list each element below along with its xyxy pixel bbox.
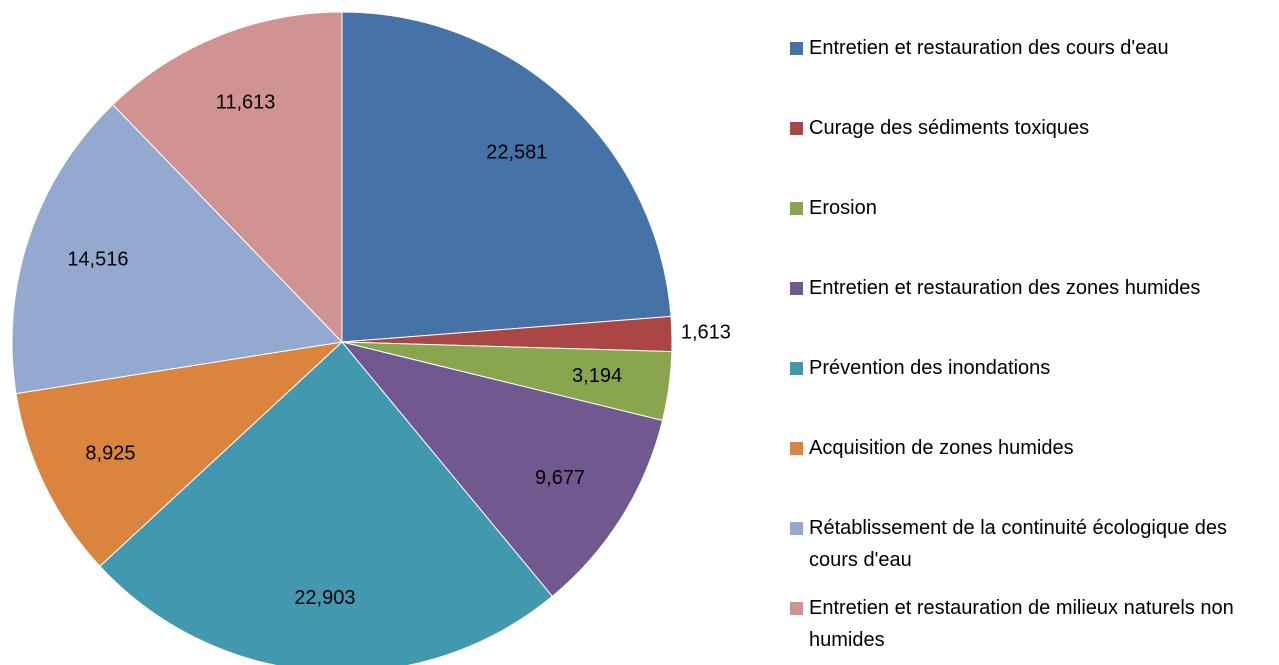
pie-area: 22,581 1,613 3,194 9,677 22,903 8,925 14,516 11… (11, 11, 731, 665)
data-label: 22,581 (486, 141, 547, 163)
legend-swatch (790, 442, 803, 455)
pie-slice (112, 11, 343, 344)
legend-label: Prévention des inondations (809, 357, 1051, 379)
pie-slice (11, 103, 344, 395)
legend-swatch (790, 42, 803, 55)
legend-swatch (790, 122, 803, 135)
pie-slice (340, 341, 664, 598)
legend-item: Entretien et restauration des cours d'ea… (790, 32, 1169, 64)
legend-item: Rétablissement de la continuité écologiq… (790, 512, 1275, 576)
legend-swatch (790, 362, 803, 375)
legend-item: Entretien et restauration des zones humi… (790, 272, 1200, 304)
legend-swatch (790, 282, 803, 295)
legend-label: Entretien et restauration des cours d'ea… (809, 37, 1169, 59)
data-label: 9,677 (535, 467, 585, 489)
data-label: 22,903 (294, 587, 355, 609)
pie-slice (15, 341, 344, 567)
legend-item: Entretien et restauration de milieux nat… (790, 592, 1275, 656)
legend-label: Rétablissement de la continuité écologiq… (809, 517, 1228, 571)
legend-item: Prévention des inondations (790, 352, 1050, 384)
legend-swatch (790, 202, 803, 215)
legend-label: Erosion (809, 197, 877, 219)
legend-item: Erosion (790, 192, 877, 224)
pie-slice (341, 11, 672, 343)
data-label: 8,925 (85, 443, 135, 465)
legend-swatch (790, 602, 803, 615)
legend-label: Curage des sédiments toxiques (809, 117, 1090, 139)
pie-slice (99, 341, 553, 665)
legend-label: Entretien et restauration de milieux nat… (809, 597, 1234, 651)
data-label: 11,613 (216, 92, 276, 114)
legend-item: Curage des sédiments toxiques (790, 112, 1089, 144)
data-label: 1,613 (681, 321, 731, 343)
data-label: 14,516 (67, 249, 128, 271)
legend-item: Acquisition de zones humides (790, 432, 1074, 464)
legend-label: Acquisition de zones humides (809, 437, 1074, 459)
legend-label: Entretien et restauration des zones humi… (809, 277, 1201, 299)
data-label: 3,194 (572, 365, 622, 387)
legend-swatch (790, 522, 803, 535)
